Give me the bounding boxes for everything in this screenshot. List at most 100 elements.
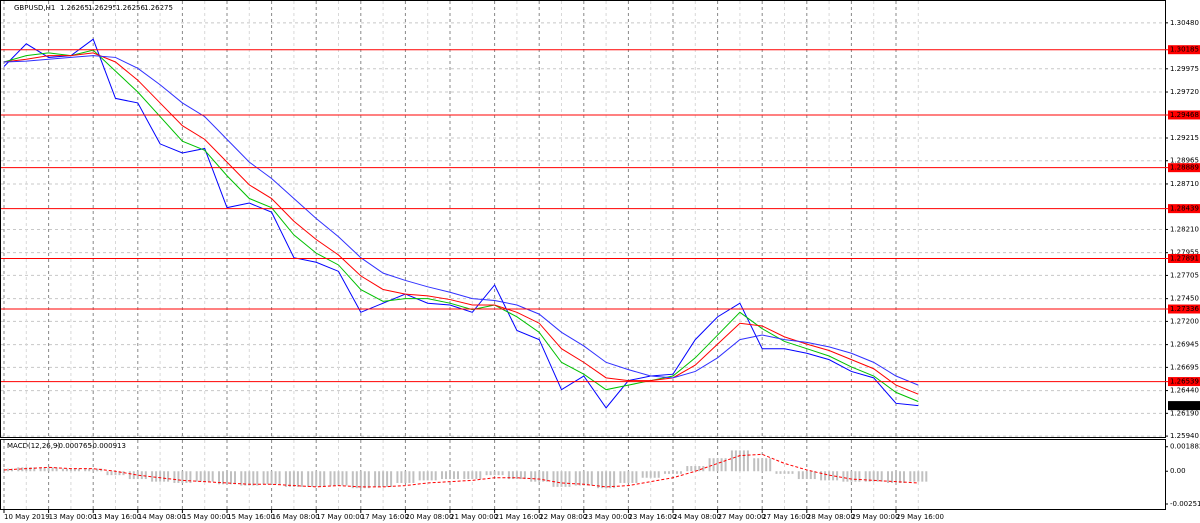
macd-bar [151, 471, 154, 482]
macd-bar [386, 471, 389, 487]
y-tick-label: 1.28965 [1170, 157, 1199, 165]
x-tick-label: 21 May 16:00 [495, 513, 543, 521]
macd-bar [114, 471, 117, 476]
macd-bar [155, 471, 158, 482]
macd-bar [29, 467, 32, 472]
macd-bar [426, 471, 429, 481]
level-badge [1168, 304, 1200, 314]
macd-bar [240, 471, 243, 486]
macd-bar [77, 468, 80, 472]
macd-bar [463, 471, 466, 480]
macd-bar [434, 471, 437, 481]
macd-bar [270, 471, 273, 485]
level-label: 1.27336 [1170, 305, 1199, 313]
macd-bar [363, 471, 366, 489]
macd-bar [809, 471, 812, 480]
macd-bar [641, 471, 644, 478]
macd-bar [479, 471, 482, 480]
macd-bar [351, 471, 354, 489]
y-tick-label: 1.28210 [1170, 225, 1199, 233]
macd-bar [181, 471, 184, 483]
x-tick-label: 16 May 08:00 [272, 513, 320, 521]
macd-bar [430, 471, 433, 481]
level-label: 1.28439 [1170, 205, 1199, 213]
macd-bar [412, 471, 415, 483]
macd-bar [698, 466, 701, 472]
macd-bar [163, 471, 166, 482]
macd-bar [226, 471, 228, 485]
macd-bar [664, 471, 666, 474]
level-badge [1168, 377, 1200, 387]
y-tick-label: 1.27705 [1170, 271, 1199, 279]
macd-bar [51, 467, 54, 472]
macd-bar [542, 471, 545, 482]
macd-bar [284, 471, 287, 487]
macd-bar [872, 471, 875, 482]
macd-bar [92, 468, 95, 472]
level-badge [1168, 110, 1200, 120]
macd-bar [546, 471, 549, 482]
x-tick-label: 27 May 16:00 [762, 513, 810, 521]
macd-bar [132, 471, 135, 480]
macd-bar [917, 471, 920, 482]
macd-bar [791, 471, 794, 474]
macd-bar [400, 471, 403, 483]
moving-average [3, 49, 919, 402]
macd-bar [408, 471, 411, 483]
macd-bar [278, 471, 281, 485]
macd-bar [65, 468, 68, 472]
macd-bar [609, 471, 612, 489]
y-tick-label: 1.27200 [1170, 317, 1199, 325]
macd-bar [511, 471, 514, 480]
macd-bar [801, 471, 804, 480]
macd-bar [605, 471, 608, 489]
macd-bar [118, 471, 121, 476]
macd-bar [315, 471, 318, 487]
macd-bar [319, 471, 322, 487]
macd-bar [876, 471, 879, 482]
macd-bar [779, 471, 782, 474]
macd-bar [824, 471, 827, 481]
macd-bar [702, 466, 705, 472]
macd-bar [887, 471, 889, 483]
macd-bar [734, 450, 737, 472]
level-label: 1.27891 [1170, 255, 1199, 263]
macd-bar [538, 471, 541, 482]
macd-bar [757, 458, 760, 472]
quote-value: 1.26295 [88, 4, 117, 12]
macd-bar [128, 471, 131, 480]
macd-bar [846, 471, 849, 482]
macd-bar [292, 471, 295, 487]
macd-bar [828, 471, 831, 481]
macd-bar [716, 458, 719, 472]
macd-bar [895, 471, 897, 483]
macd-bar [222, 471, 224, 485]
macd-bar [341, 471, 344, 486]
y-tick-label: 1.28710 [1170, 180, 1199, 188]
macd-bar [43, 467, 46, 472]
macd-bar [211, 471, 214, 482]
macd-bar [720, 458, 723, 472]
macd-bar [765, 458, 768, 472]
macd-bar [761, 458, 764, 472]
x-tick-label: 29 May 00:00 [851, 513, 899, 521]
x-tick-label: 17 May 16:00 [361, 513, 409, 521]
macd-bar [203, 471, 206, 482]
macd-bar [47, 467, 50, 472]
quote-value: 1.26256 [116, 4, 145, 12]
macd-bar [493, 471, 496, 476]
macd-bar [891, 471, 893, 483]
macd-bar [390, 471, 393, 487]
macd-bar [489, 471, 492, 476]
macd-bar [619, 471, 622, 483]
macd-bar [374, 471, 377, 487]
macd-bar [467, 471, 470, 480]
macd-bar [694, 466, 697, 472]
macd-bar [568, 471, 571, 487]
x-tick-label: 27 May 00:00 [718, 513, 766, 521]
macd-bar [288, 471, 291, 487]
macd-bar [556, 471, 559, 487]
macd-bar [61, 468, 64, 472]
macd-bar [418, 471, 421, 481]
macd-bar [738, 450, 741, 472]
